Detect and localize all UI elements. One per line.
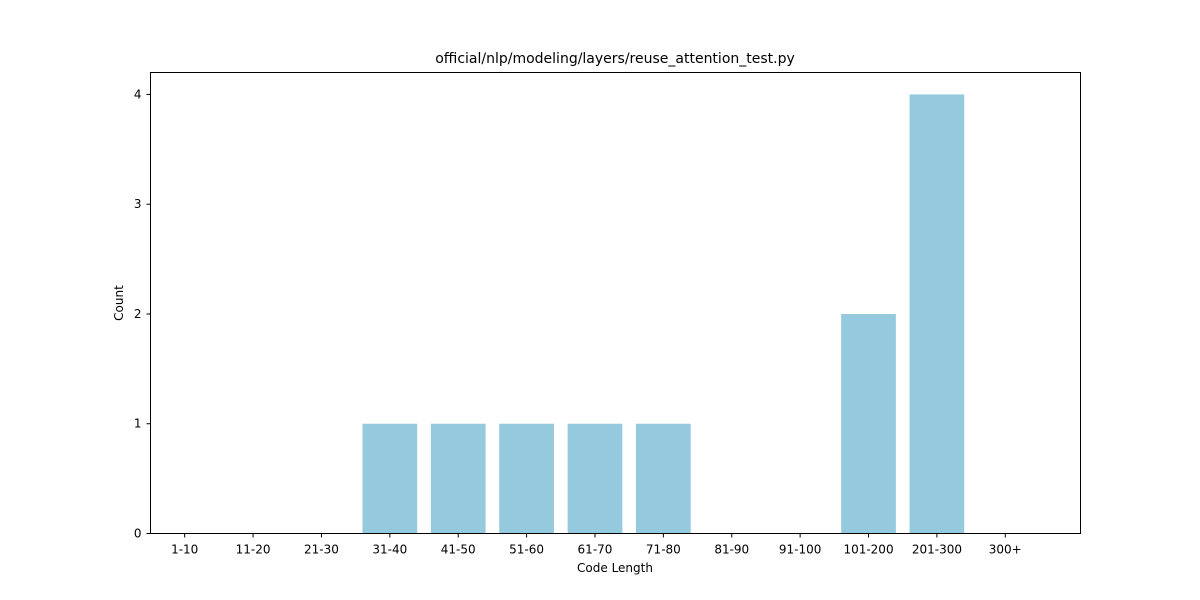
y-tick-label: 1 bbox=[134, 417, 142, 431]
bar-41-50 bbox=[430, 423, 486, 534]
y-axis-label: Count bbox=[112, 285, 126, 321]
x-tick-label: 201-300 bbox=[912, 543, 962, 557]
x-tick-label: 51-60 bbox=[509, 543, 544, 557]
y-tick-label: 0 bbox=[134, 527, 142, 541]
x-tick-label: 91-100 bbox=[779, 543, 822, 557]
chart-title: official/nlp/modeling/layers/reuse_atten… bbox=[435, 51, 795, 67]
x-tick-label: 81-90 bbox=[714, 543, 749, 557]
x-tick-label: 21-30 bbox=[304, 543, 339, 557]
x-tick-label: 300+ bbox=[989, 543, 1022, 557]
y-tick-label: 4 bbox=[134, 87, 142, 101]
x-axis-label: Code Length bbox=[577, 561, 653, 575]
bar-51-60 bbox=[499, 423, 554, 534]
plot-frame bbox=[150, 72, 1081, 534]
x-tick-label: 11-20 bbox=[236, 543, 271, 557]
bar-101-200 bbox=[841, 313, 896, 534]
bar-201-300 bbox=[909, 94, 965, 534]
bar-61-70 bbox=[567, 423, 623, 534]
x-tick-label: 31-40 bbox=[372, 543, 407, 557]
bar-71-80 bbox=[636, 423, 691, 534]
bars bbox=[362, 94, 965, 534]
y-tick-label: 2 bbox=[134, 307, 142, 321]
x-tick-label: 71-80 bbox=[646, 543, 681, 557]
x-tick-label: 41-50 bbox=[441, 543, 476, 557]
x-tick-label: 61-70 bbox=[578, 543, 613, 557]
x-ticks: 1-10 11-20 21-30 31-40 41-50 51-60 61-70 71-80 8… bbox=[171, 533, 1022, 557]
y-ticks: 0 1 2 3 4 bbox=[134, 87, 151, 541]
x-tick-label: 101-200 bbox=[843, 543, 893, 557]
bar-31-40 bbox=[362, 423, 418, 534]
y-tick-label: 3 bbox=[134, 197, 142, 211]
x-tick-label: 1-10 bbox=[171, 543, 198, 557]
